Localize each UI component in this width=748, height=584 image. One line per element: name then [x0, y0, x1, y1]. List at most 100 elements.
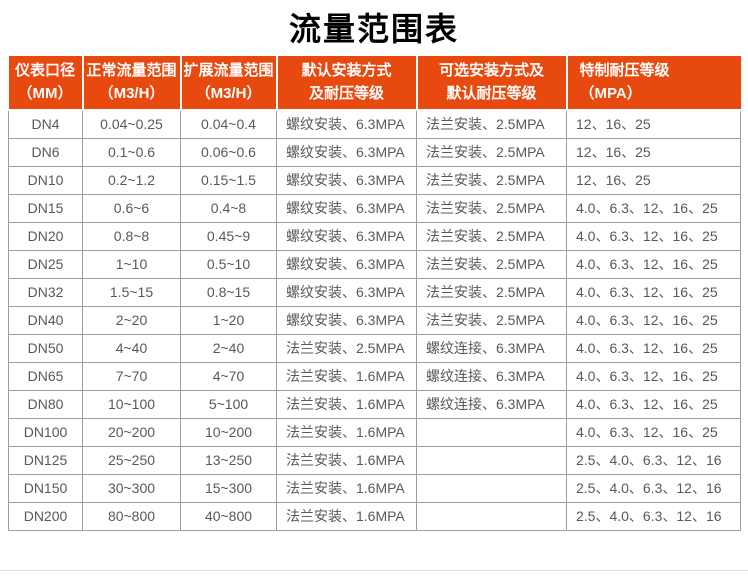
cell: 4.0、6.3、12、16、25	[566, 417, 741, 447]
cell: 25~250	[82, 445, 181, 475]
column-header-3: 扩展流量范围 （M3/H）	[180, 56, 278, 111]
cell: 4~70	[180, 361, 277, 391]
cell: 法兰安装、2.5MPA	[416, 277, 567, 307]
cell: 40~800	[180, 501, 277, 531]
cell	[416, 445, 567, 475]
column-header-5: 可选安装方式及 默认耐压等级	[416, 56, 568, 111]
diameter-cell: DN50	[8, 333, 83, 363]
column-header-line1: 特制耐压等级	[579, 61, 670, 79]
cell: 螺纹安装、6.3MPA	[276, 277, 417, 307]
diameter-cell: DN6	[8, 137, 83, 167]
cell: 法兰安装、2.5MPA	[416, 305, 567, 335]
table-row: DN80 10~100 5~100 法兰安装、1.6MPA 螺纹连接、6.3MPA 4.0…	[8, 389, 741, 419]
cell: 12、16、25	[566, 137, 741, 167]
cell: 1.5~15	[82, 277, 181, 307]
table-row: DN200 80~800 40~800 法兰安装、1.6MPA 2.5、4.0、6.3、…	[8, 501, 741, 531]
table-row: DN4 0.04~0.25 0.04~0.4 螺纹安装、6.3MPA 法兰安装、2.5M…	[8, 109, 741, 139]
cell: 2~20	[82, 305, 181, 335]
table-row: DN40 2~20 1~20 螺纹安装、6.3MPA 法兰安装、2.5MPA 4.0、6.…	[8, 305, 741, 335]
cell: 螺纹安装、6.3MPA	[276, 305, 417, 335]
cell: 7~70	[82, 361, 181, 391]
column-header-line1: 可选安装方式及	[438, 61, 544, 79]
cell: 4.0、6.3、12、16、25	[566, 193, 741, 223]
diameter-cell: DN20	[8, 221, 83, 251]
cell: 0.15~1.5	[180, 165, 277, 195]
cell: 2.5、4.0、6.3、12、16	[566, 473, 741, 503]
column-header-2: 正常流量范围 （M3/H）	[82, 56, 182, 111]
cell: 2~40	[180, 333, 277, 363]
cell: 法兰安装、1.6MPA	[276, 361, 417, 391]
column-header-line1: 默认安装方式	[301, 61, 392, 79]
table-row: DN65 7~70 4~70 法兰安装、1.6MPA 螺纹连接、6.3MPA 4.0、6.…	[8, 361, 741, 391]
cell: 0.5~10	[180, 249, 277, 279]
cell: 0.2~1.2	[82, 165, 181, 195]
diameter-cell: DN200	[8, 501, 83, 531]
cell: 12、16、25	[566, 165, 741, 195]
cell: 30~300	[82, 473, 181, 503]
cell: 法兰安装、2.5MPA	[416, 221, 567, 251]
cell: 螺纹安装、6.3MPA	[276, 109, 417, 139]
table-row: DN20 0.8~8 0.45~9 螺纹安装、6.3MPA 法兰安装、2.5MPA 4.0…	[8, 221, 741, 251]
cell	[416, 501, 567, 531]
column-header-6: 特制耐压等级 （MPA）	[566, 56, 741, 111]
table-row: DN125 25~250 13~250 法兰安装、1.6MPA 2.5、4.0、6.3、…	[8, 445, 741, 475]
column-header-4: 默认安装方式 及耐压等级	[276, 56, 418, 111]
diameter-cell: DN4	[8, 109, 83, 139]
table-row: DN32 1.5~15 0.8~15 螺纹安装、6.3MPA 法兰安装、2.5MPA 4.…	[8, 277, 741, 307]
cell: 4.0、6.3、12、16、25	[566, 277, 741, 307]
cell	[416, 417, 567, 447]
cell: 螺纹安装、6.3MPA	[276, 221, 417, 251]
cell: 2.5、4.0、6.3、12、16	[566, 445, 741, 475]
cell: 10~200	[180, 417, 277, 447]
cell: 螺纹安装、6.3MPA	[276, 193, 417, 223]
diameter-cell: DN65	[8, 361, 83, 391]
column-header-line2: （M3/H）	[98, 84, 165, 102]
cell: 1~20	[180, 305, 277, 335]
table-row: DN100 20~200 10~200 法兰安装、1.6MPA 4.0、6.3、12、1…	[8, 417, 741, 447]
cell: 螺纹连接、6.3MPA	[416, 361, 567, 391]
header-row: 仪表口径 （MM） 正常流量范围 （M3/H） 扩展流量范围 （M3/H） 默认安装方式 及耐…	[8, 56, 741, 111]
cell: 0.45~9	[180, 221, 277, 251]
cell: 法兰安装、2.5MPA	[276, 333, 417, 363]
column-header-line2: （MM）	[17, 84, 73, 102]
diameter-cell: DN80	[8, 389, 83, 419]
cell: 0.04~0.4	[180, 109, 277, 139]
cell: 80~800	[82, 501, 181, 531]
cell: 法兰安装、1.6MPA	[276, 417, 417, 447]
cell: 法兰安装、1.6MPA	[276, 473, 417, 503]
diameter-cell: DN125	[8, 445, 83, 475]
cell: 螺纹连接、6.3MPA	[416, 333, 567, 363]
table-row: DN6 0.1~0.6 0.06~0.6 螺纹安装、6.3MPA 法兰安装、2.5MPA…	[8, 137, 741, 167]
cell: 0.4~8	[180, 193, 277, 223]
cell: 4.0、6.3、12、16、25	[566, 221, 741, 251]
diameter-cell: DN15	[8, 193, 83, 223]
cell: 法兰安装、2.5MPA	[416, 137, 567, 167]
cell: 0.8~15	[180, 277, 277, 307]
table-body: DN4 0.04~0.25 0.04~0.4 螺纹安装、6.3MPA 法兰安装、2.5M…	[8, 109, 741, 531]
cell: 5~100	[180, 389, 277, 419]
diameter-cell: DN150	[8, 473, 83, 503]
cell: 4~40	[82, 333, 181, 363]
diameter-cell: DN25	[8, 249, 83, 279]
cell: 10~100	[82, 389, 181, 419]
cell: 12、16、25	[566, 109, 741, 139]
page-title: 流量范围表	[288, 11, 459, 47]
cell: 法兰安装、1.6MPA	[276, 389, 417, 419]
cell: 法兰安装、1.6MPA	[276, 501, 417, 531]
cell: 螺纹安装、6.3MPA	[276, 137, 417, 167]
cell: 20~200	[82, 417, 181, 447]
table-row: DN150 30~300 15~300 法兰安装、1.6MPA 2.5、4.0、6.3、…	[8, 473, 741, 503]
flow-range-table: 仪表口径 （MM） 正常流量范围 （M3/H） 扩展流量范围 （M3/H） 默认安装方式 及耐…	[8, 56, 741, 531]
column-header-line1: 仪表口径	[14, 61, 75, 79]
diameter-cell: DN100	[8, 417, 83, 447]
cell: 4.0、6.3、12、16、25	[566, 361, 741, 391]
table-row: DN25 1~10 0.5~10 螺纹安装、6.3MPA 法兰安装、2.5MPA 4.0、…	[8, 249, 741, 279]
column-header-line1: 扩展流量范围	[183, 61, 274, 79]
cell: 法兰安装、1.6MPA	[276, 445, 417, 475]
cell: 15~300	[180, 473, 277, 503]
cell: 法兰安装、2.5MPA	[416, 193, 567, 223]
cell: 4.0、6.3、12、16、25	[566, 249, 741, 279]
cell: 0.06~0.6	[180, 137, 277, 167]
table-row: DN15 0.6~6 0.4~8 螺纹安装、6.3MPA 法兰安装、2.5MPA 4.0、…	[8, 193, 741, 223]
cell: 4.0、6.3、12、16、25	[566, 389, 741, 419]
